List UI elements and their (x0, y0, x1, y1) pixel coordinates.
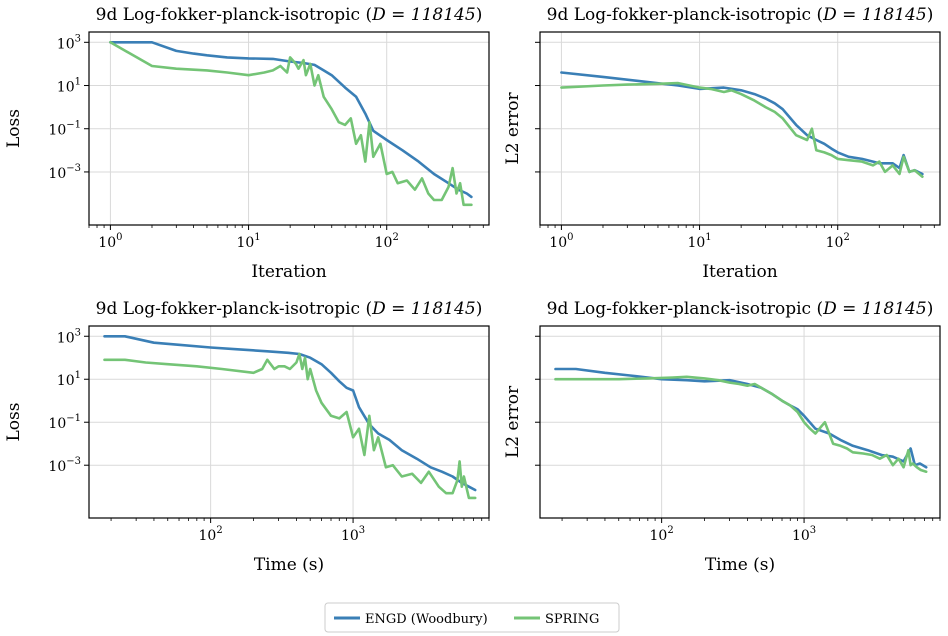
chart-title: 9d Log-fokker-planck-isotropic (D = 1181… (96, 299, 483, 319)
legend: ENGD (Woodbury) SPRING (324, 602, 620, 633)
y-tick-label: 10−1 (48, 120, 81, 139)
series-line-engd (560, 71, 924, 176)
chart-panel-4: 102 103 9d Log-fokker-planck-isotropic (D … (503, 299, 941, 575)
x-tick-label: 101 (687, 232, 711, 251)
x-tick-label: 100 (98, 232, 122, 251)
x-tick-label: 102 (826, 232, 850, 251)
legend-entry-label: ENGD (Woodbury) (365, 612, 488, 627)
y-tick-label: 103 (57, 33, 81, 52)
x-tick-label: 100 (549, 232, 573, 251)
y-tick-label: 10−3 (48, 163, 81, 182)
y-axis-label: Loss (4, 403, 24, 442)
x-axis-label: Time (s) (254, 555, 324, 575)
y-tick-label: 10−1 (48, 413, 81, 432)
y-tick-label: 101 (57, 370, 81, 389)
y-tick-label: 101 (57, 77, 81, 96)
chart-panel-1: 100 101 102 103 101 10−1 10−3 9d Log-fokker-pla… (4, 5, 490, 282)
series-line-spring (109, 41, 473, 207)
x-tick-label: 102 (199, 525, 223, 544)
series-line-spring (554, 375, 928, 473)
y-axis-label: L2 error (503, 92, 523, 165)
x-tick-label: 103 (341, 525, 365, 544)
chart-title: 9d Log-fokker-planck-isotropic (D = 1181… (547, 5, 934, 25)
series-line-spring (103, 352, 477, 500)
x-tick-label: 103 (792, 525, 816, 544)
legend-box (324, 602, 620, 633)
chart-title: 9d Log-fokker-planck-isotropic (D = 1181… (96, 5, 483, 25)
x-axis-label: Iteration (702, 262, 777, 282)
y-axis-label: L2 error (503, 385, 523, 458)
x-tick-label: 102 (650, 525, 674, 544)
chart-title: 9d Log-fokker-planck-isotropic (D = 1181… (547, 299, 934, 319)
x-tick-label: 101 (236, 232, 260, 251)
series-line-spring (560, 81, 924, 178)
chart-panel-2: 100 101 102 9d Log-fokker-planck-isotropic … (503, 5, 941, 282)
y-tick-label: 103 (57, 327, 81, 346)
x-axis-label: Iteration (251, 262, 326, 282)
legend-entry-label: SPRING (545, 612, 599, 627)
y-tick-label: 10−3 (48, 456, 81, 475)
series-line-engd (109, 41, 473, 199)
y-axis-label: Loss (4, 109, 24, 148)
series-line-engd (103, 335, 477, 492)
x-tick-label: 102 (375, 232, 399, 251)
x-axis-label: Time (s) (705, 555, 775, 575)
chart-panel-3: 102 103 103 101 10−1 10−3 9d Log-fokker-planck… (4, 299, 490, 575)
